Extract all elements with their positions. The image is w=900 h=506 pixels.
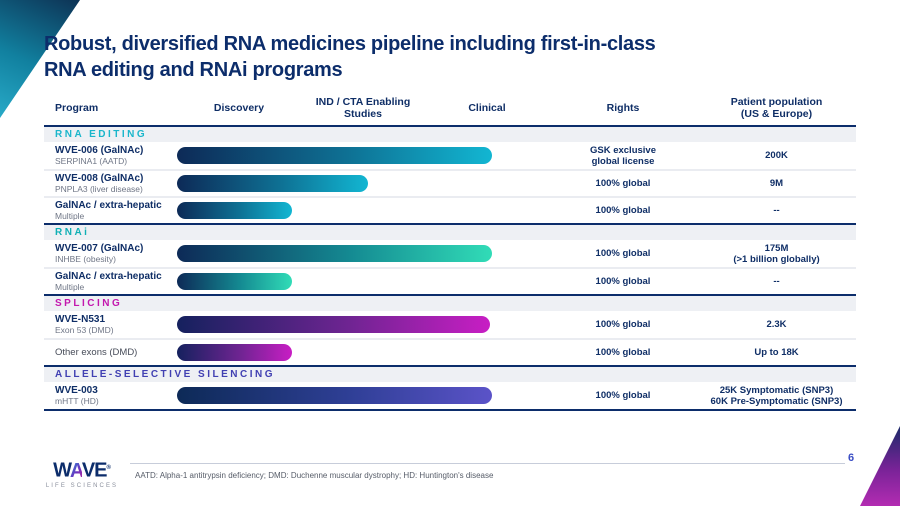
program-name: GalNAc / extra-hepatic [55, 271, 162, 282]
logo-gradient-a: A [69, 459, 83, 482]
stage-track [177, 344, 549, 361]
stage-track [177, 245, 549, 262]
program-name: WVE-N531 [55, 314, 106, 325]
page-number: 6 [848, 452, 855, 464]
slide-title: Robust, diversified RNA medicines pipeli… [44, 33, 656, 81]
stage-track [177, 273, 549, 290]
pipeline-stage-bar [177, 147, 492, 164]
program-cell: GalNAc / extra-hepatic Multiple [44, 271, 177, 292]
logo-subtext: LIFE SCIENCES [45, 482, 119, 489]
program-cell: Other exons (DMD) [44, 347, 177, 358]
program-cell: WVE-008 (GalNAc) PNPLA3 (liver disease) [44, 173, 177, 194]
program-name: WVE-008 (GalNAc) [55, 173, 144, 184]
column-header-clinical: Clinical [468, 102, 506, 114]
table-row: WVE-N531 Exon 53 (DMD) 100% global 2.3K [44, 311, 856, 338]
pipeline-table: Program Discovery IND / CTA Enabling Stu… [44, 96, 856, 411]
pipeline-section: ALLELE-SELECTIVE SILENCING WVE-003 mHTT … [44, 365, 856, 409]
table-body: RNA EDITING WVE-006 (GalNAc) SERPINA1 (A… [44, 125, 856, 411]
table-row: GalNAc / extra-hepatic Multiple 100% glo… [44, 196, 856, 223]
program-name: WVE-003 [55, 385, 98, 396]
program-name: WVE-007 (GalNAc) [55, 243, 144, 254]
stage-track [177, 387, 549, 404]
program-target: mHTT (HD) [55, 396, 99, 406]
table-row: WVE-006 (GalNAc) SERPINA1 (AATD) GSK exc… [44, 142, 856, 169]
pipeline-stage-bar [177, 175, 368, 192]
pipeline-stage-bar [177, 316, 490, 333]
patient-population-value: Up to 18K [754, 347, 799, 358]
program-name: Other exons (DMD) [55, 347, 138, 358]
patient-population-value: 200K [765, 150, 788, 161]
rights-value: 100% global [595, 390, 651, 401]
abbreviations-footnote: AATD: Alpha-1 antitrypsin deficiency; DM… [135, 471, 494, 480]
stage-track [177, 316, 549, 333]
rights-value: 100% global [595, 319, 651, 330]
rights-value: 100% global [595, 205, 651, 216]
rights-value: 100% global [595, 347, 651, 358]
pipeline-stage-bar [177, 273, 292, 290]
program-name: GalNAc / extra-hepatic [55, 200, 162, 211]
pipeline-stage-bar [177, 387, 492, 404]
section-label: ALLELE-SELECTIVE SILENCING [55, 369, 276, 380]
rights-value: 100% global [595, 178, 651, 189]
pipeline-section: SPLICING WVE-N531 Exon 53 (DMD) 100% glo… [44, 294, 856, 365]
table-row: Other exons (DMD) 100% global Up to 18K [44, 338, 856, 365]
column-header-rights: Rights [606, 102, 640, 114]
pipeline-section: RNAi WVE-007 (GalNAc) INHBE (obesity) 10… [44, 223, 856, 294]
logo-wordmark: WAVE® [53, 459, 111, 482]
program-target: Multiple [55, 282, 85, 292]
program-target: INHBE (obesity) [55, 254, 116, 264]
program-target: Exon 53 (DMD) [55, 325, 114, 335]
program-cell: GalNAc / extra-hepatic Multiple [44, 200, 177, 221]
footer-divider [130, 463, 845, 464]
section-label: RNAi [55, 227, 90, 238]
pipeline-section: RNA EDITING WVE-006 (GalNAc) SERPINA1 (A… [44, 125, 856, 223]
rights-value: 100% global [595, 276, 651, 287]
corner-accent-bottom-right [860, 426, 900, 506]
patient-population-value: -- [773, 276, 780, 287]
program-cell: WVE-007 (GalNAc) INHBE (obesity) [44, 243, 177, 264]
stage-track [177, 175, 549, 192]
table-row: WVE-008 (GalNAc) PNPLA3 (liver disease) … [44, 169, 856, 196]
section-header-band: RNAi [44, 223, 856, 240]
table-header-row: Program Discovery IND / CTA Enabling Stu… [44, 96, 856, 125]
patient-population-value: 9M [769, 178, 784, 189]
section-header-band: SPLICING [44, 294, 856, 311]
column-header-patient-population: Patient population (US & Europe) [730, 96, 823, 120]
program-cell: WVE-N531 Exon 53 (DMD) [44, 314, 177, 335]
wave-life-sciences-logo: WAVE® LIFE SCIENCES [44, 458, 120, 489]
pipeline-stage-bar [177, 245, 492, 262]
column-header-ind-cta: IND / CTA Enabling Studies [315, 96, 411, 120]
rights-value: 100% global [595, 248, 651, 259]
section-label: RNA EDITING [55, 129, 148, 140]
registered-trademark-icon: ® [106, 465, 111, 471]
program-name: WVE-006 (GalNAc) [55, 145, 144, 156]
section-header-band: RNA EDITING [44, 125, 856, 142]
program-target: Multiple [55, 211, 85, 221]
program-target: PNPLA3 (liver disease) [55, 184, 143, 194]
stage-track [177, 202, 549, 219]
stage-track [177, 147, 549, 164]
table-row: GalNAc / extra-hepatic Multiple 100% glo… [44, 267, 856, 294]
rights-value: GSK exclusive global license [589, 144, 656, 167]
program-cell: WVE-003 mHTT (HD) [44, 385, 177, 406]
table-row: WVE-007 (GalNAc) INHBE (obesity) 100% gl… [44, 240, 856, 267]
patient-population-value: -- [773, 205, 780, 216]
patient-population-value: 2.3K [766, 319, 787, 330]
patient-population-value: 25K Symptomatic (SNP3) 60K Pre-Symptomat… [710, 384, 843, 407]
pipeline-stage-bar [177, 344, 292, 361]
section-header-band: ALLELE-SELECTIVE SILENCING [44, 365, 856, 382]
column-header-discovery: Discovery [213, 102, 265, 114]
patient-population-value: 175M (>1 billion globally) [733, 242, 820, 265]
table-row: WVE-003 mHTT (HD) 100% global 25K Sympto… [44, 382, 856, 409]
column-header-program: Program [55, 102, 99, 114]
program-target: SERPINA1 (AATD) [55, 156, 128, 166]
pipeline-stage-bar [177, 202, 292, 219]
program-cell: WVE-006 (GalNAc) SERPINA1 (AATD) [44, 145, 177, 166]
section-label: SPLICING [55, 298, 123, 309]
